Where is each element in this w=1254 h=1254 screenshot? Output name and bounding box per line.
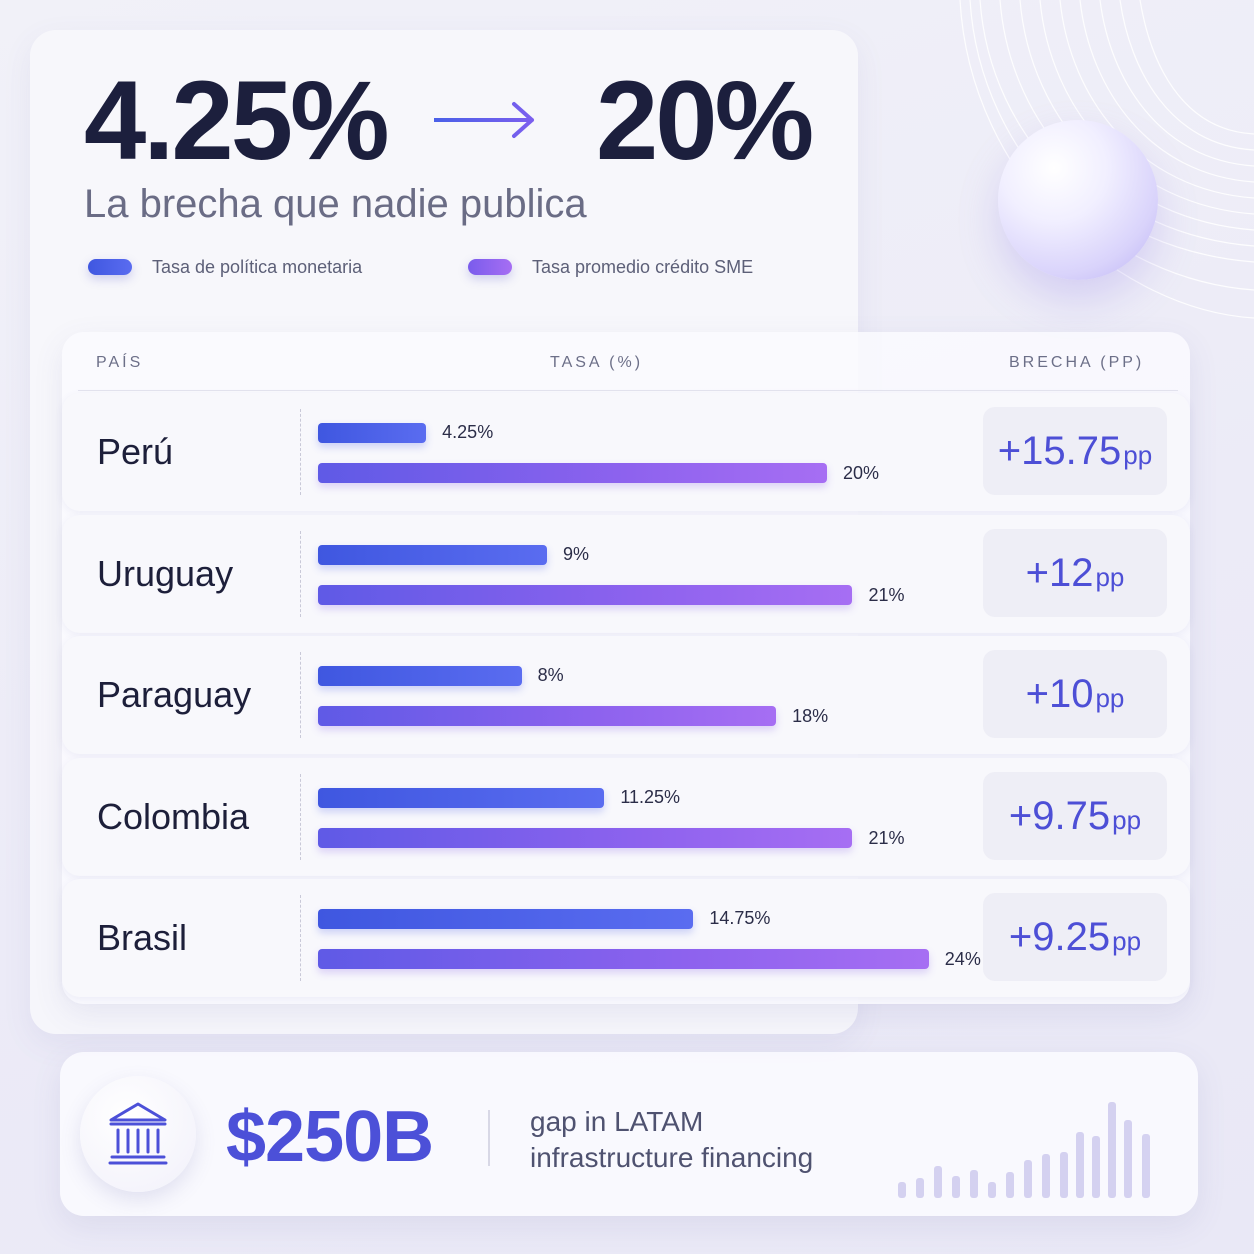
- bar-policy-rate: [318, 666, 522, 686]
- header-gap: BRECHA (PP): [1009, 354, 1145, 371]
- bar-policy-rate: [318, 544, 548, 565]
- gap-badge: +9.75 pp: [983, 771, 1167, 860]
- gap-unit: pp: [1112, 804, 1142, 835]
- label-policy-rate: 8%: [537, 665, 564, 685]
- footer-divider: [488, 1110, 490, 1166]
- bank-icon: [108, 1102, 168, 1165]
- country-name: Uruguay: [97, 552, 234, 594]
- label-policy-rate: 4.25%: [442, 422, 494, 442]
- header-country: PAÍS: [96, 354, 144, 371]
- label-sme-rate: 21%: [868, 827, 905, 848]
- bar-sme-rate: [318, 827, 853, 848]
- bar-sme-rate: [318, 463, 827, 483]
- gap-unit: pp: [1112, 926, 1142, 956]
- country-name: Perú: [97, 431, 174, 472]
- bar-policy-rate: [318, 909, 694, 929]
- label-sme-rate: 20%: [843, 463, 880, 483]
- gap-unit: pp: [1095, 561, 1125, 592]
- footer-stat: $250B: [226, 1097, 434, 1177]
- table-row-uruguay: Uruguay 9% 21% +12 pp: [62, 514, 1190, 633]
- label-policy-rate: 14.75%: [709, 908, 771, 928]
- legend-item-policy: Tasa de política monetaria: [88, 254, 362, 280]
- header-divider: [78, 390, 1178, 391]
- hero-from-value: 4.25%: [84, 58, 390, 183]
- row-divider: [300, 652, 301, 738]
- legend-label-policy: Tasa de política monetaria: [152, 256, 363, 277]
- gap-unit: pp: [1123, 440, 1153, 470]
- country-name: Paraguay: [97, 674, 252, 715]
- row-divider: [300, 530, 301, 617]
- decorative-sparkline: [898, 1102, 1150, 1198]
- gap-value: +15.75: [997, 429, 1122, 473]
- bar-policy-rate: [318, 787, 605, 808]
- bar-sme-rate: [318, 706, 777, 726]
- hero-to-value: 20%: [596, 58, 814, 183]
- label-policy-rate: 9%: [563, 543, 590, 564]
- gap-value: +10: [1025, 672, 1094, 716]
- gap-badge: +10 pp: [983, 650, 1167, 738]
- page-subtitle: La brecha que nadie publica: [84, 182, 587, 226]
- table-row-brasil: Brasil 14.75% 24% +9.25 pp: [62, 879, 1190, 997]
- legend-item-sme: Tasa promedio crédito SME: [468, 254, 753, 280]
- bar-sme-rate: [318, 949, 929, 969]
- footer-caption-line2: infrastructure financing: [530, 1142, 814, 1173]
- arrow-right-icon: [434, 102, 534, 138]
- legend-swatch-policy: [88, 259, 132, 275]
- row-divider: [300, 895, 301, 981]
- row-divider: [300, 409, 301, 495]
- header-rate: TASA (%): [550, 354, 644, 371]
- row-divider: [300, 773, 301, 860]
- country-name: Colombia: [97, 795, 250, 837]
- gap-badge: +9.25 pp: [983, 893, 1167, 981]
- label-sme-rate: 24%: [944, 949, 981, 969]
- gap-badge: +15.75 pp: [983, 407, 1167, 495]
- label-sme-rate: 18%: [792, 706, 829, 726]
- footer-caption-line1: gap in LATAM: [530, 1106, 704, 1137]
- legend-label-sme: Tasa promedio crédito SME: [532, 256, 754, 277]
- bar-sme-rate: [318, 584, 853, 605]
- gap-badge: +12 pp: [983, 528, 1167, 617]
- gap-value: +9.75: [1008, 793, 1111, 838]
- gap-value: +12: [1025, 550, 1094, 595]
- gap-value: +9.25: [1008, 915, 1111, 959]
- gap-unit: pp: [1095, 683, 1125, 713]
- bar-policy-rate: [318, 423, 427, 443]
- label-policy-rate: 11.25%: [620, 786, 681, 807]
- table-row-paraguay: Paraguay 8% 18% +10 pp: [62, 636, 1190, 754]
- table-row-colombia: Colombia 11.25% 21% +9.75 pp: [62, 757, 1190, 876]
- decorative-orb: [998, 120, 1158, 280]
- footer-caption: gap in LATAM infrastructure financing: [530, 1104, 813, 1176]
- legend-swatch-sme: [468, 259, 512, 275]
- label-sme-rate: 21%: [868, 584, 905, 605]
- country-name: Brasil: [97, 917, 188, 958]
- table-row-peru: Perú 4.25% 20% +15.75 pp: [62, 393, 1190, 511]
